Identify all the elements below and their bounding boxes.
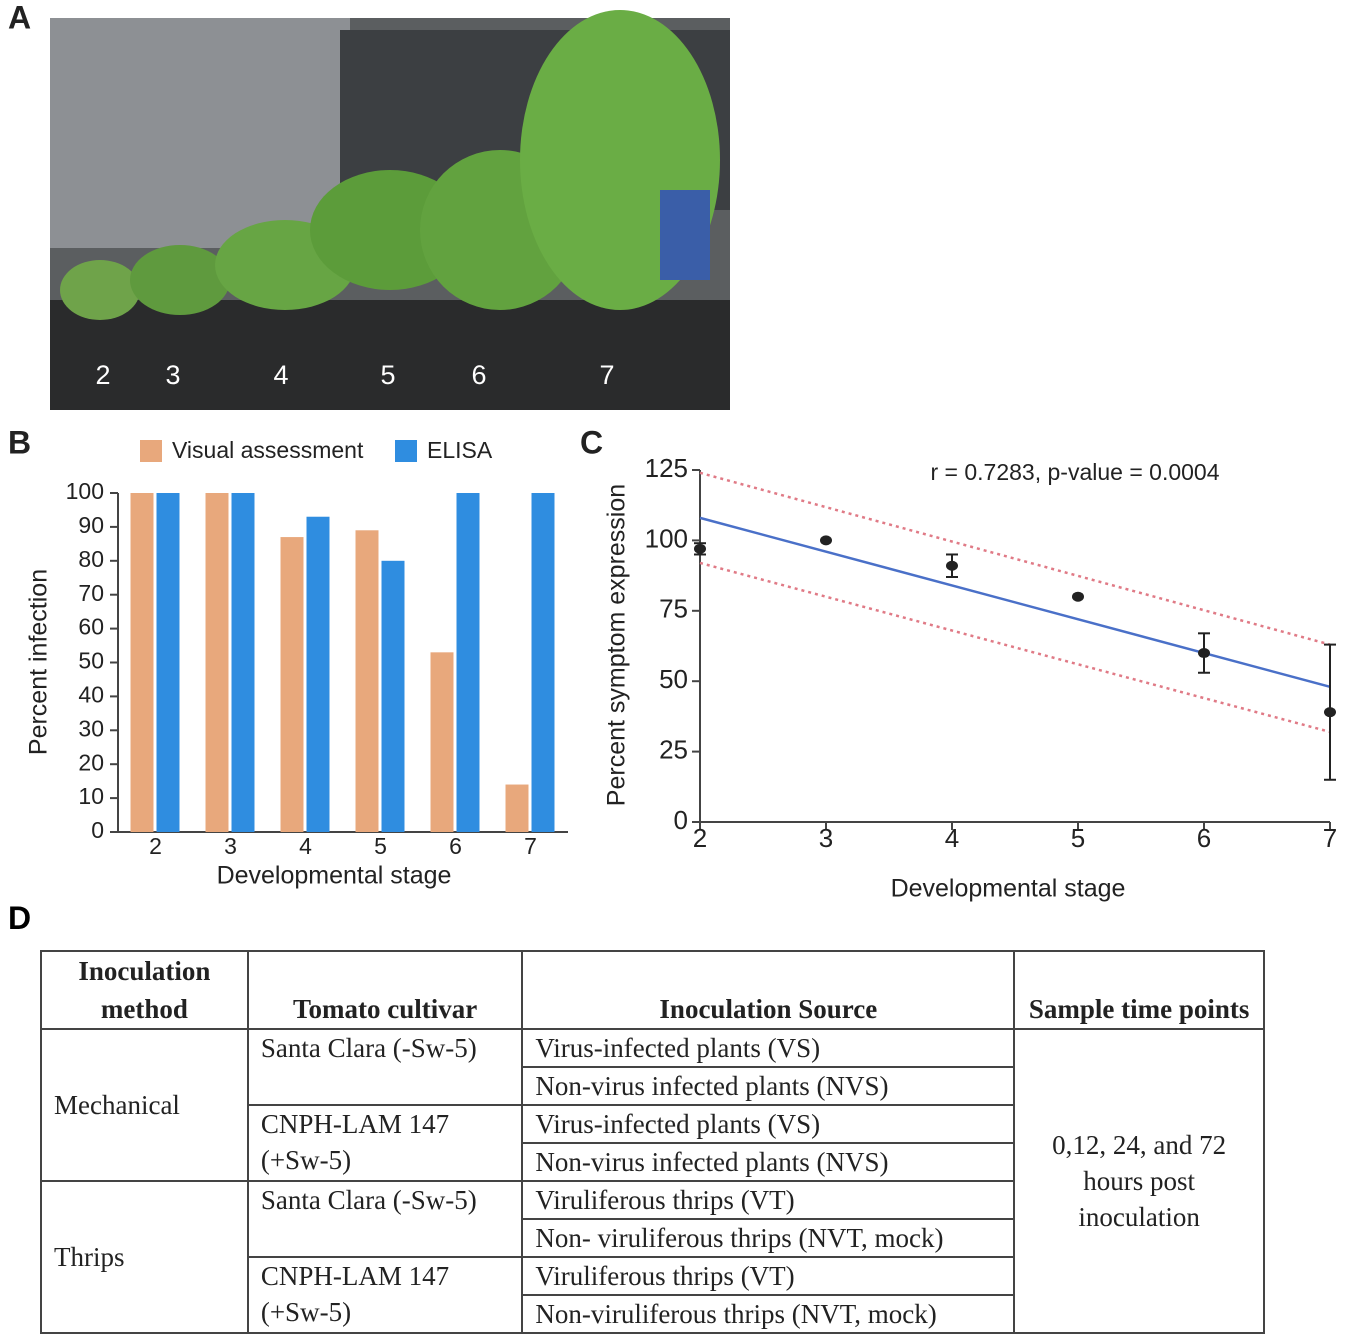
x-axis-label: Developmental stage <box>217 862 452 890</box>
x-tick-label: 5 <box>1071 823 1085 853</box>
source-cell: Viruliferous thrips (VT) <box>522 1257 1014 1295</box>
y-tick-label: 125 <box>645 453 688 483</box>
y-tick-label: 90 <box>78 512 104 538</box>
y-tick-label: 80 <box>78 546 104 572</box>
panel-label: B <box>8 424 31 460</box>
x-tick-label: 3 <box>819 823 833 853</box>
y-tick-label: 50 <box>78 648 104 674</box>
x-tick-label: 5 <box>374 833 387 859</box>
panel-label: C <box>580 424 603 460</box>
fit-line <box>700 563 1330 732</box>
legend-swatch <box>395 440 417 462</box>
x-tick-label: 6 <box>1197 823 1211 853</box>
point <box>694 544 706 554</box>
bar <box>457 493 480 832</box>
table: Inoculation method Tomato cultivar Inocu… <box>40 950 1265 1334</box>
legend-label: Visual assessment <box>172 437 364 463</box>
bar <box>157 493 180 832</box>
bar <box>281 537 304 832</box>
x-tick-label: 6 <box>449 833 462 859</box>
y-tick-label: 70 <box>78 580 104 606</box>
bar <box>506 785 529 832</box>
y-tick-label: 100 <box>66 478 104 504</box>
photo-label: 6 <box>471 360 486 390</box>
x-tick-label: 3 <box>224 833 237 859</box>
cultivar-cell: Santa Clara (-Sw-5) <box>248 1181 523 1257</box>
point <box>1198 648 1210 658</box>
source-cell: Non-viruliferous thrips (NVT, mock) <box>522 1295 1014 1333</box>
y-tick-label: 30 <box>78 715 104 741</box>
bar <box>382 561 405 832</box>
point <box>1324 707 1336 717</box>
y-tick-label: 0 <box>91 817 104 843</box>
fit-line <box>700 518 1330 687</box>
x-tick-label: 2 <box>693 823 707 853</box>
legend-label: ELISA <box>427 437 493 463</box>
table-header: Sample time points <box>1014 951 1264 1029</box>
x-axis-label: Developmental stage <box>891 875 1126 903</box>
bar <box>307 517 330 832</box>
y-tick-label: 10 <box>78 783 104 809</box>
x-tick-label: 2 <box>149 833 162 859</box>
bar <box>356 530 379 832</box>
y-tick-label: 40 <box>78 681 104 707</box>
annotation: r = 0.7283, p-value = 0.0004 <box>931 459 1220 485</box>
photo-label: 2 <box>95 360 110 390</box>
y-tick-label: 0 <box>674 805 688 835</box>
source-cell: Non-virus infected plants (NVS) <box>522 1067 1014 1105</box>
legend-swatch <box>140 440 162 462</box>
table-header: Inoculation Source <box>522 951 1014 1029</box>
source-cell: Virus-infected plants (VS) <box>522 1105 1014 1143</box>
bar <box>431 652 454 832</box>
point <box>1072 592 1084 602</box>
point <box>820 535 832 545</box>
source-cell: Virus-infected plants (VS) <box>522 1029 1014 1067</box>
y-axis-label: Percent infection <box>25 569 53 755</box>
source-cell: Non- viruliferous thrips (NVT, mock) <box>522 1219 1014 1257</box>
time-cell: 0,12, 24, and 72 hours post inoculation <box>1014 1029 1264 1333</box>
bar <box>131 493 154 832</box>
photo-label: 3 <box>165 360 180 390</box>
photo <box>50 10 730 410</box>
x-tick-label: 7 <box>1323 823 1337 853</box>
cultivar-cell: Santa Clara (-Sw-5) <box>248 1029 523 1105</box>
y-tick-label: 100 <box>645 523 688 553</box>
source-cell: Viruliferous thrips (VT) <box>522 1181 1014 1219</box>
cultivar-cell: CNPH-LAM 147 (+Sw-5) <box>248 1105 523 1181</box>
cultivar-cell: CNPH-LAM 147 (+Sw-5) <box>248 1257 523 1333</box>
photo-label: 4 <box>273 360 288 390</box>
x-tick-label: 7 <box>524 833 537 859</box>
x-tick-label: 4 <box>299 833 312 859</box>
method-cell: Thrips <box>41 1181 248 1333</box>
bar <box>206 493 229 832</box>
bar <box>532 493 555 832</box>
point <box>946 561 958 571</box>
y-tick-label: 50 <box>659 664 688 694</box>
bar <box>232 493 255 832</box>
panel-label: A <box>8 0 31 35</box>
y-tick-label: 20 <box>78 749 104 775</box>
fit-line <box>700 473 1330 645</box>
page: D A B C 23456701020304050607080901002345… <box>0 0 1349 1336</box>
source-cell: Non-virus infected plants (NVS) <box>522 1143 1014 1181</box>
photo-label: 7 <box>599 360 614 390</box>
y-tick-label: 75 <box>659 594 688 624</box>
table-header: Tomato cultivar <box>248 951 523 1029</box>
y-axis-label: Percent symptom expression <box>603 484 631 806</box>
photo-label: 5 <box>380 360 395 390</box>
y-tick-label: 25 <box>659 734 688 764</box>
y-tick-label: 60 <box>78 614 104 640</box>
x-tick-label: 4 <box>945 823 959 853</box>
method-cell: Mechanical <box>41 1029 248 1181</box>
table-header: Inoculation method <box>41 951 248 1029</box>
